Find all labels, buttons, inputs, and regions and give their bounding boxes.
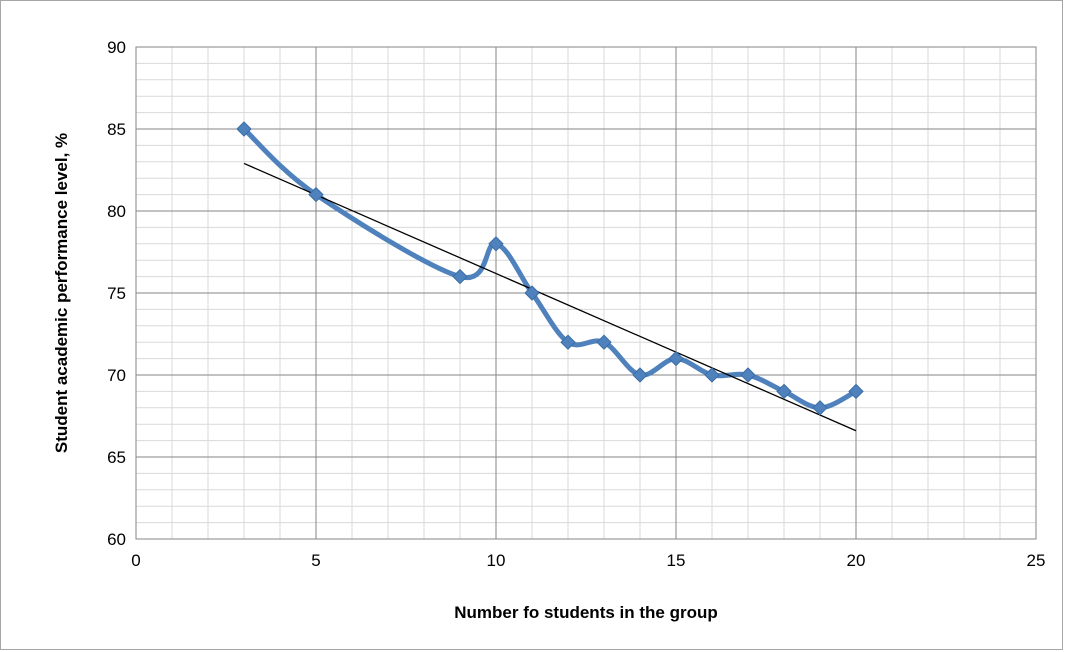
trendline	[243, 162, 857, 432]
data-point-marker	[632, 367, 648, 383]
y-tick-label: 65	[107, 448, 126, 467]
data-point-marker	[488, 236, 504, 252]
y-axis-tick-labels: 60 65 70 75 80 85 90	[107, 38, 126, 549]
data-point-marker	[560, 334, 576, 350]
y-tick-label: 85	[107, 120, 126, 139]
y-tick-label: 70	[107, 366, 126, 385]
x-tick-label: 5	[311, 551, 320, 570]
series-line	[241, 126, 859, 411]
y-tick-label: 60	[107, 530, 126, 549]
data-point-marker	[812, 400, 828, 416]
y-tick-label: 90	[107, 38, 126, 57]
data-point-marker	[452, 268, 468, 285]
data-point-marker	[776, 383, 792, 400]
x-tick-label: 0	[131, 551, 140, 570]
data-point-marker	[596, 334, 612, 350]
x-tick-label: 25	[1027, 551, 1046, 570]
data-point-marker	[848, 383, 864, 400]
data-point-marker	[740, 367, 756, 383]
data-point-marker	[524, 285, 540, 301]
data-point-marker	[308, 186, 324, 203]
x-axis-title: Number fo students in the group	[454, 603, 718, 622]
major-gridlines	[135, 46, 1037, 540]
data-point-marker	[236, 121, 252, 137]
x-tick-label: 20	[847, 551, 866, 570]
plot-area-border	[135, 46, 1037, 540]
x-tick-label: 10	[487, 551, 506, 570]
y-tick-label: 75	[107, 284, 126, 303]
x-axis-tick-labels: 0 5 10 15 20 25	[131, 551, 1045, 570]
y-tick-label: 80	[107, 202, 126, 221]
data-point-marker	[704, 367, 720, 383]
data-point-marker	[668, 350, 684, 367]
y-axis-title: Student academic performance level, %	[52, 133, 71, 453]
series-markers	[236, 121, 864, 416]
x-tick-label: 15	[667, 551, 686, 570]
